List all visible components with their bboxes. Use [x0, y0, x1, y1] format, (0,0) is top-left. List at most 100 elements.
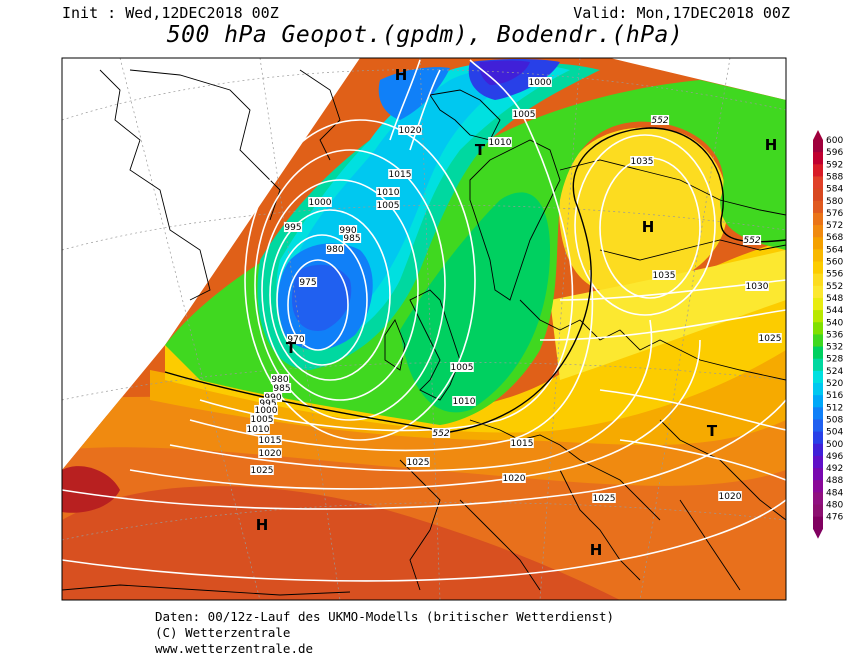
label-halo [263, 392, 283, 402]
label-halo [745, 281, 769, 291]
label-halo [270, 374, 290, 384]
colorbar-tick-label: 480 [826, 501, 843, 511]
isobar-label: 1005 [451, 363, 474, 373]
colorbar-tick-label: 500 [826, 440, 843, 450]
isobar-label: 1000 [529, 78, 552, 88]
colorbar-tick-label: 520 [826, 379, 843, 389]
colorbar-tick-label: 584 [826, 185, 843, 195]
colorbar-swatch [813, 455, 823, 469]
label-halo [650, 115, 670, 125]
label-halo [512, 109, 536, 119]
high-pressure-center: H [642, 218, 655, 236]
high-pressure-center: H [395, 66, 408, 84]
label-halo [718, 491, 742, 501]
label-halo [254, 405, 278, 415]
colorbar-swatch [813, 140, 823, 153]
colorbar-bottom-arrow [813, 528, 823, 539]
label-halo [338, 225, 358, 235]
label-halo [488, 137, 512, 147]
isobar-label: 1025 [759, 334, 782, 344]
colorbar-tick-label: 560 [826, 258, 843, 268]
colorbar-tick-label: 564 [826, 245, 843, 255]
colorbar-tick-label: 568 [826, 233, 843, 243]
label-halo [592, 493, 616, 503]
colorbar-tick-label: 524 [826, 367, 843, 377]
isobar-label: 995 [284, 223, 301, 233]
label-halo [406, 457, 430, 467]
label-halo [258, 448, 282, 458]
colorbar-tick-label: 580 [826, 197, 843, 207]
label-halo [742, 235, 762, 245]
colorbar-swatch [813, 492, 823, 505]
label-halo [528, 77, 552, 87]
pressure-centers: H T T H H T H H [256, 66, 778, 559]
valid-time: Valid: Mon,17DEC2018 00Z [573, 4, 790, 22]
colorbar-swatch [813, 358, 823, 372]
colorbar-swatch [813, 322, 823, 335]
isobar-label: 1000 [309, 198, 332, 208]
label-halo [272, 383, 292, 393]
label-halo [325, 244, 345, 254]
isobar-label: 1020 [259, 449, 282, 459]
colorbar-swatch [813, 468, 823, 481]
footer-copyright: (C) Wetterzentrale [155, 625, 291, 640]
colorbar-tick-label: 496 [826, 452, 843, 462]
isobar-label: 995 [259, 399, 276, 409]
init-time: Init : Wed,12DEC2018 00Z [62, 4, 279, 22]
colorbar-swatch [813, 273, 823, 287]
colorbar-swatch [813, 383, 823, 396]
colorbar-tick-label: 592 [826, 160, 843, 170]
colorbar-swatch [813, 237, 823, 250]
isobar-label: 1005 [377, 201, 400, 211]
isobar-label: 1000 [255, 406, 278, 416]
isobar-label: 975 [299, 278, 316, 288]
colorbar-swatch [813, 407, 823, 420]
colorbar-swatch [813, 164, 823, 177]
high-pressure-center: H [590, 541, 603, 559]
isobar-label: 1030 [746, 282, 769, 292]
geopotential-label: 552 [432, 429, 449, 439]
label-halo [398, 125, 422, 135]
colorbar-swatch [813, 504, 823, 518]
isobar-label: 1020 [399, 126, 422, 136]
colorbar-tick-label: 504 [826, 428, 843, 438]
colorbar-tick-label: 540 [826, 318, 843, 328]
isobar-label: 1025 [407, 458, 430, 468]
high-pressure-center: H [256, 516, 269, 534]
isobar-label: 1010 [247, 425, 270, 435]
colorbar-tick-label: 556 [826, 270, 843, 280]
map-title: 500 hPa Geopot.(gpdm), Bodendr.(hPa) [166, 22, 684, 48]
colorbar-tick-label: 588 [826, 172, 843, 182]
label-halo [652, 270, 676, 280]
label-halo [452, 396, 476, 406]
isobar-label: 1020 [503, 474, 526, 484]
colorbar-tick-label: 512 [826, 403, 843, 413]
label-halo [376, 187, 400, 197]
colorbar-swatch [813, 188, 823, 202]
colorbar-swatch [813, 152, 823, 165]
footer-url: www.wetterzentrale.de [155, 641, 314, 656]
label-halo [376, 200, 400, 210]
isobar-label: 980 [271, 375, 288, 385]
colorbar-swatch [813, 261, 823, 275]
map-frame [61, 57, 787, 601]
colorbar-tick-label: 576 [826, 209, 843, 219]
label-halo [283, 222, 303, 232]
low-pressure-center: T [286, 339, 297, 357]
colorbar-swatch [813, 419, 823, 433]
colorbar-tick-label: 596 [826, 148, 843, 158]
colorbar-swatch [813, 285, 823, 299]
colorbar-swatch [813, 176, 823, 190]
colorbar-tick-label: 492 [826, 464, 843, 474]
low-pressure-center: T [475, 141, 486, 159]
isobar-label: 1035 [653, 271, 676, 281]
label-halo [246, 424, 270, 434]
colorbar-swatch [813, 346, 823, 360]
isobar-label: 1010 [453, 397, 476, 407]
colorbar-swatch [813, 310, 823, 323]
colorbar-swatch [813, 395, 823, 408]
isobar-label: 1025 [593, 494, 616, 504]
